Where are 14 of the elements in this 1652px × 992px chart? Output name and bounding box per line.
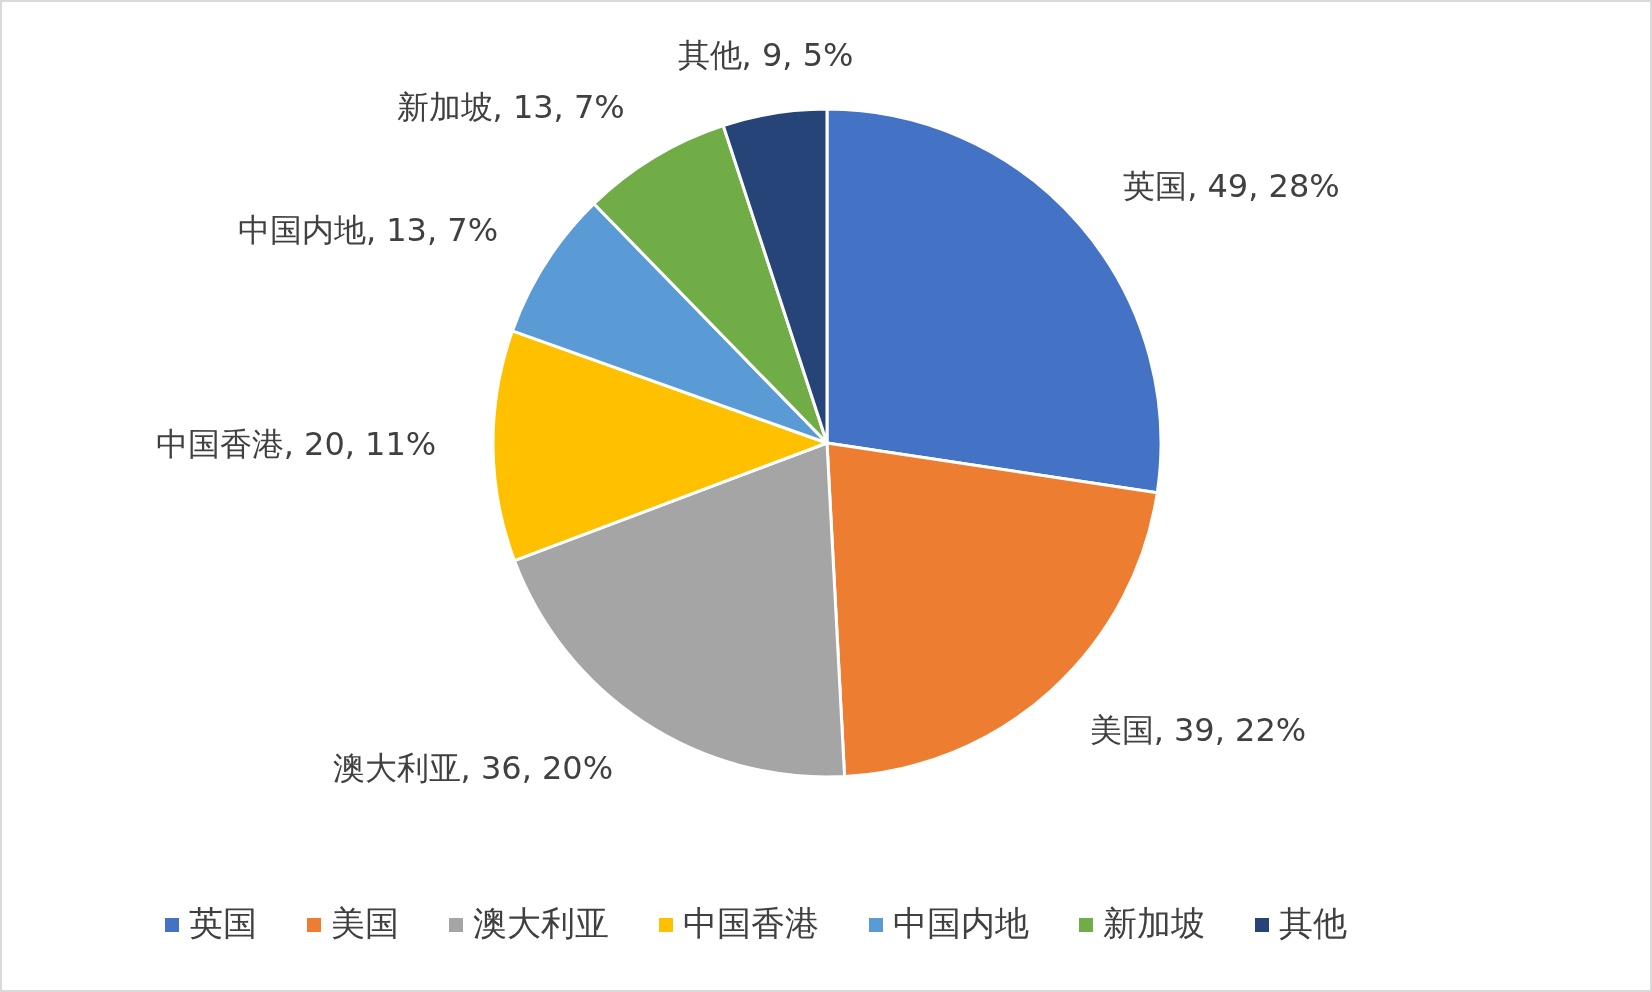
data-label: 中国内地, 13, 7% [237, 210, 499, 249]
legend-label: 中国香港 [683, 902, 819, 943]
legend-label: 英国 [189, 902, 257, 943]
legend-label: 其他 [1279, 902, 1347, 943]
legend-label: 新加坡 [1103, 902, 1205, 943]
legend-label: 澳大利亚 [473, 902, 609, 943]
legend-label: 中国内地 [893, 902, 1029, 943]
data-label: 其他, 9, 5% [677, 36, 854, 75]
data-label: 澳大利亚, 36, 20% [332, 749, 614, 788]
data-label: 新加坡, 13, 7% [396, 87, 625, 126]
data-label: 中国香港, 20, 11% [155, 425, 437, 464]
legend-label: 美国 [331, 902, 399, 943]
data-label: 美国, 39, 22% [1089, 711, 1307, 750]
data-label: 英国, 49, 28% [1123, 167, 1340, 206]
